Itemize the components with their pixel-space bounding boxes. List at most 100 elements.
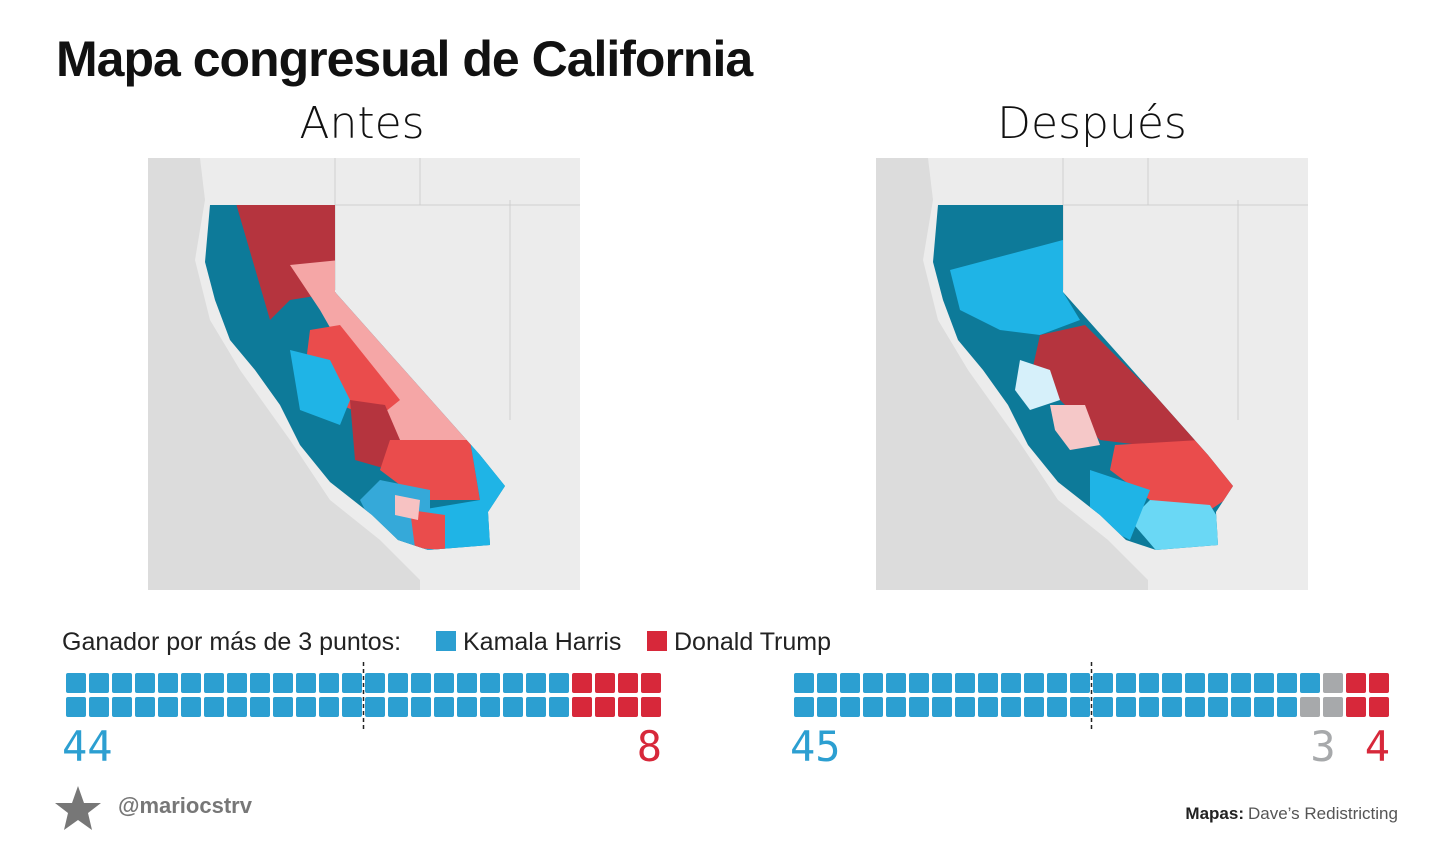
source-label: Mapas: [1185,804,1244,823]
count-label: 3 [1310,722,1335,771]
waffle-cell [181,673,201,693]
waffle-cell [319,673,339,693]
waffle-cell [1001,673,1021,693]
waffle-cell [1139,697,1159,717]
waffle-cell [955,697,975,717]
waffle-cell [1231,673,1251,693]
handle: @mariocstrv [118,793,253,818]
waffle-cell [342,697,362,717]
waffle-cell [909,673,929,693]
waffle-cell [503,697,523,717]
waffle-cell [955,673,975,693]
waffle-cell [1369,697,1389,717]
waffle-cell [89,697,109,717]
waffle-cell [434,697,454,717]
waffle-cell [1047,673,1067,693]
legend-label: Ganador por más de 3 puntos: [62,628,401,656]
legend-entry: Kamala Harris [463,628,621,656]
legend: Ganador por más de 3 puntos: Kamala Harr… [62,628,831,656]
waffle-cell [595,697,615,717]
waffle-cell [204,673,224,693]
waffle-cell [886,697,906,717]
waffle-cell [526,697,546,717]
waffle-cell [1208,697,1228,717]
waffle-cell [480,673,500,693]
legend-swatch [436,631,456,651]
waffle-cell [932,673,952,693]
title: Mapa congresual de California [56,31,754,87]
waffle-cell [112,697,132,717]
waffle-cell [1185,673,1205,693]
waffle-cell [572,673,592,693]
waffle-cell [909,697,929,717]
waffle-cell [1139,673,1159,693]
waffle-cell [1277,697,1297,717]
waffle-cell [388,673,408,693]
waffle-cell [1369,673,1389,693]
waffle-cell [411,673,431,693]
waffle-cell [1001,697,1021,717]
waffle-cell [549,697,569,717]
waffle-cell [1300,673,1320,693]
waffle-cell [1116,673,1136,693]
waffle-cell [840,697,860,717]
waffle-cell [595,673,615,693]
map [148,158,580,590]
waffle-cell [135,697,155,717]
count-label: 45 [790,722,841,771]
waffle-cell [1070,697,1090,717]
legend-entry: Donald Trump [674,628,831,656]
waffle-cell [250,673,270,693]
waffle-cell [840,673,860,693]
waffle-cell [618,673,638,693]
waffle-cell [503,673,523,693]
waffle-cell [1323,673,1343,693]
waffle-cell [978,673,998,693]
waffle-cell [319,697,339,717]
waffle-cell [817,673,837,693]
waffle-cell [66,673,86,693]
waffle-cell [457,673,477,693]
waffle-cell [158,697,178,717]
waffle-cell [1254,697,1274,717]
waffle-cell [641,673,661,693]
waffle-cell [342,673,362,693]
waffle-cell [863,697,883,717]
waffle-cell [1047,697,1067,717]
waffle-cell [1185,697,1205,717]
waffle-cell [296,697,316,717]
waffle-cell [641,697,661,717]
waffle-cell [549,673,569,693]
source: Dave’s Redistricting [1248,804,1398,823]
waffle-cell [886,673,906,693]
waffle-cell [181,697,201,717]
waffle-cell [817,697,837,717]
waffle-cell [618,697,638,717]
waffle-cell [66,697,86,717]
waffle-cell [794,673,814,693]
count-label: 8 [637,722,662,771]
waffle-cell [932,697,952,717]
waffle-cell [296,673,316,693]
waffle-cell [1093,673,1113,693]
waffle-cell [1162,673,1182,693]
waffle-cell [273,697,293,717]
waffle-cell [1231,697,1251,717]
waffle-cell [1162,697,1182,717]
waffle-cell [411,697,431,717]
waffle-cell [794,697,814,717]
waffle-cell [250,697,270,717]
waffle-cell [204,697,224,717]
waffle-cell [1116,697,1136,717]
waffle-cell [480,697,500,717]
waffle-cell [1254,673,1274,693]
count-label: 4 [1365,722,1390,771]
map [876,158,1308,590]
waffle-cell [273,673,293,693]
waffle-cell [1024,673,1044,693]
waffle-cell [1346,673,1366,693]
waffle-cell [526,673,546,693]
waffle-cell [457,697,477,717]
waffle-cell [135,673,155,693]
